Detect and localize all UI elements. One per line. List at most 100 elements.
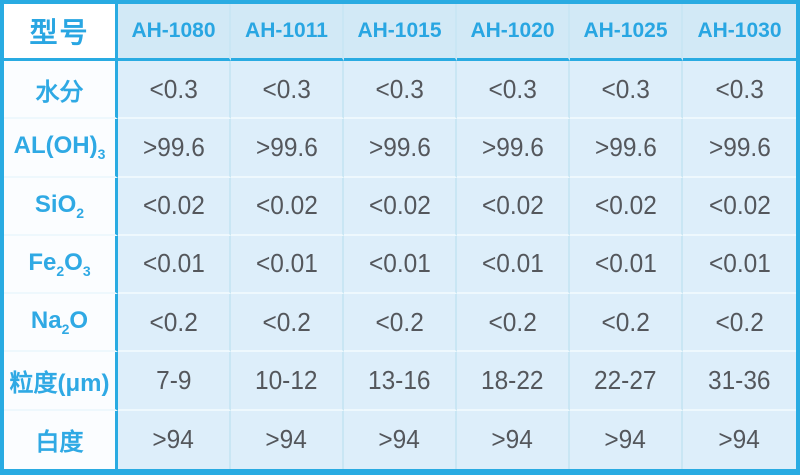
cell-value: >94 (718, 424, 761, 455)
row-label-cell: 粒度(μm) (4, 352, 118, 411)
cell-value: >99.6 (368, 131, 431, 162)
column-header-label: AH-1080 (131, 19, 216, 42)
cell-value: <0.02 (142, 190, 205, 221)
table-cell: >99.6 (344, 119, 457, 178)
row-label-cell: 白度 (4, 410, 118, 469)
cell-value: <0.3 (715, 73, 764, 104)
cell-value: >99.6 (594, 131, 657, 162)
table-cell: <0.02 (683, 177, 796, 236)
row-label-cell: SiO2 (4, 177, 118, 236)
table-cell: <0.01 (570, 235, 683, 295)
table-cell: 13-16 (344, 352, 457, 411)
cell-value: >99.6 (481, 131, 544, 162)
column-header-cell: AH-1025 (570, 4, 683, 61)
corner-header-cell: 型号 (4, 4, 118, 61)
cell-value: >94 (265, 424, 308, 455)
cell-value: <0.01 (142, 248, 205, 279)
table-cell: 22-27 (570, 352, 683, 411)
table-cell: 31-36 (683, 352, 796, 411)
cell-value: <0.2 (375, 306, 424, 337)
table-cell: >99.6 (118, 119, 231, 178)
table-cell: <0.3 (457, 61, 570, 120)
corner-header-label: 型号 (29, 17, 90, 48)
table-cell: <0.01 (344, 235, 457, 295)
row-label: 粒度(μm) (9, 363, 109, 398)
column-header-cell: AH-1020 (457, 4, 570, 61)
cell-value: <0.2 (601, 306, 650, 337)
table-cell: <0.2 (231, 294, 344, 353)
cell-value: <0.02 (368, 190, 431, 221)
table-cell: <0.3 (344, 61, 457, 120)
row-label-text: SiO (34, 190, 77, 218)
table-cell: <0.2 (570, 294, 683, 353)
cell-value: <0.01 (368, 248, 431, 279)
row-label: 白度 (36, 422, 84, 457)
row-label-text: O (69, 307, 89, 335)
table-cell: <0.02 (344, 177, 457, 236)
table-cell: <0.3 (683, 61, 796, 120)
row-label-text: 粒度(μm) (9, 370, 110, 398)
row-label-subscript: 3 (97, 146, 106, 163)
table-cell: >99.6 (231, 119, 344, 178)
cell-value: 18-22 (481, 365, 544, 396)
table-cell: >94 (344, 410, 457, 469)
column-header-label: AH-1030 (697, 19, 782, 42)
column-header-cell: AH-1015 (344, 4, 457, 61)
row-label: AL(OH)3 (14, 132, 106, 162)
cell-value: >94 (152, 424, 195, 455)
table-cell: 7-9 (118, 352, 231, 411)
table-cell: <0.01 (457, 235, 570, 295)
row-label-cell: Na2O (4, 294, 118, 353)
cell-value: <0.01 (481, 248, 544, 279)
cell-value: <0.3 (375, 73, 424, 104)
table-cell: <0.01 (683, 235, 796, 295)
table-cell: <0.3 (570, 61, 683, 120)
cell-value: >99.6 (708, 131, 771, 162)
cell-value: 10-12 (255, 365, 318, 396)
column-header-cell: AH-1011 (231, 4, 344, 61)
cell-value: <0.3 (488, 73, 537, 104)
column-header-label: AH-1011 (245, 19, 328, 42)
column-header-label: AH-1015 (357, 19, 442, 42)
cell-value: 13-16 (368, 365, 431, 396)
row-label-cell: 水分 (4, 61, 118, 120)
cell-value: <0.2 (262, 306, 311, 337)
row-label-text: Na (30, 307, 62, 335)
table-cell: <0.3 (118, 61, 231, 120)
row-label: SiO2 (35, 191, 84, 221)
cell-value: >94 (604, 424, 647, 455)
cell-value: <0.02 (255, 190, 318, 221)
row-label-text: AL(OH) (13, 132, 98, 160)
row-label-text: O (64, 248, 83, 276)
cell-value: 7-9 (155, 365, 192, 396)
column-header-label: AH-1025 (583, 19, 668, 42)
cell-value: 31-36 (708, 365, 771, 396)
column-header-cell: AH-1080 (118, 4, 231, 61)
table-cell: >94 (457, 410, 570, 469)
table-cell: 18-22 (457, 352, 570, 411)
table-cell: <0.02 (118, 177, 231, 236)
table-cell: >99.6 (570, 119, 683, 178)
table-cell: >94 (570, 410, 683, 469)
table-cell: <0.02 (570, 177, 683, 236)
column-header-cell: AH-1030 (683, 4, 796, 61)
row-label-text: Fe (28, 248, 57, 276)
cell-value: <0.02 (594, 190, 657, 221)
cell-value: <0.3 (601, 73, 650, 104)
cell-value: >94 (378, 424, 421, 455)
row-label-subscript: 3 (82, 262, 91, 279)
table-cell: 10-12 (231, 352, 344, 411)
cell-value: >99.6 (142, 131, 205, 162)
row-label-subscript: 2 (61, 321, 70, 338)
cell-value: <0.2 (149, 306, 198, 337)
cell-value: <0.01 (594, 248, 657, 279)
spec-table: 型号 AH-1080 AH-1011 AH-1015 AH-1020 AH-1025 AH-… (4, 4, 796, 469)
cell-value: <0.02 (708, 190, 771, 221)
table-cell: <0.02 (457, 177, 570, 236)
row-label: Na2O (31, 307, 88, 337)
table-cell: >94 (231, 410, 344, 469)
cell-value: <0.2 (488, 306, 537, 337)
row-label: Fe2O3 (28, 249, 90, 279)
cell-value: <0.3 (262, 73, 311, 104)
